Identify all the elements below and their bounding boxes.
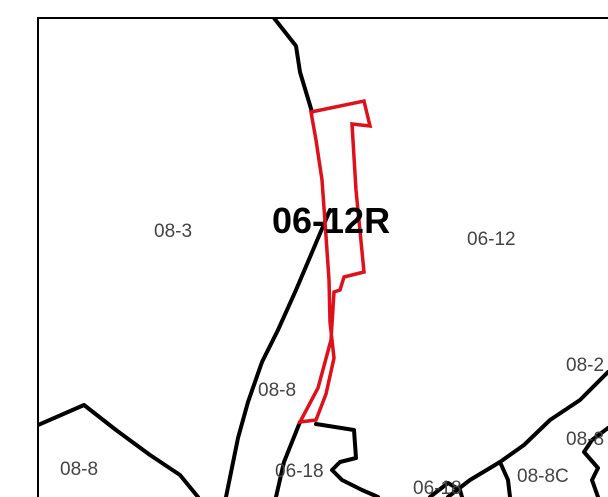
parcel-label-06-18-left[interactable]: 06-18 <box>275 461 324 482</box>
parcel-boundary-left-bottom <box>38 403 200 497</box>
parcel-label-08-2-partial[interactable]: 08-2 <box>566 355 604 376</box>
highlighted-parcel-label[interactable]: 06-12R <box>272 200 390 241</box>
parcel-boundary-diagonal <box>224 208 332 497</box>
parcel-label-08-8-left[interactable]: 08-8 <box>60 459 98 480</box>
parcel-boundary-center-bottom <box>274 420 302 497</box>
parcel-boundary-right-edge <box>582 426 608 497</box>
parcel-label-06-12[interactable]: 06-12 <box>467 229 516 250</box>
parcel-boundary-06-18-bottom <box>428 481 464 497</box>
parcel-boundary-06-18 <box>314 422 380 497</box>
parcel-boundary-north <box>272 18 314 114</box>
map-frame-border <box>37 17 608 497</box>
parcel-boundary-08-8c-bottom <box>498 460 512 497</box>
parcel-boundary-08-8c <box>446 370 608 497</box>
parcel-label-08-8-partial-right[interactable]: 08-8 <box>566 429 604 450</box>
highlighted-parcel-boundary[interactable] <box>296 98 373 425</box>
map-layer <box>38 18 608 497</box>
parcel-label-08-8-center[interactable]: 08-8 <box>258 380 296 401</box>
parcel-label-08-8c[interactable]: 08-8C <box>517 466 569 487</box>
parcel-label-06-18-bottom[interactable]: 06-18 <box>413 478 462 497</box>
parcel-label-08-3[interactable]: 08-3 <box>154 221 192 242</box>
